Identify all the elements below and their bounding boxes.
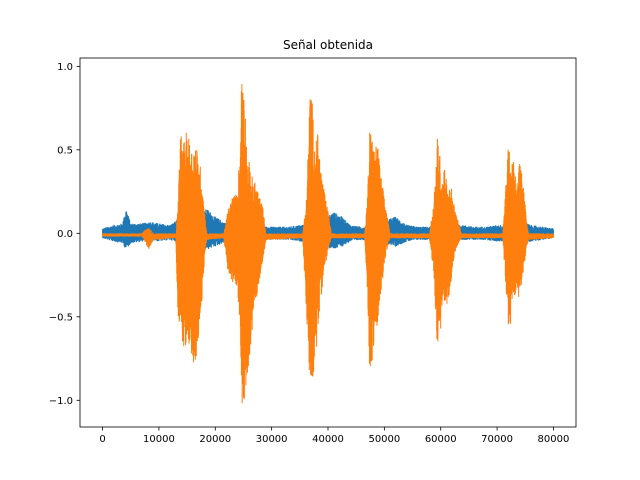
x-tick-label: 10000 xyxy=(143,434,175,445)
y-tick-label: 0.5 xyxy=(57,145,73,156)
x-tick-label: 70000 xyxy=(481,434,513,445)
series-layer xyxy=(102,84,554,404)
y-tick-label: 1.0 xyxy=(57,62,73,73)
y-tick-label: −1.0 xyxy=(49,396,73,407)
x-tick-label: 30000 xyxy=(256,434,288,445)
x-tick-label: 20000 xyxy=(199,434,231,445)
x-axis: 0 10000 20000 30000 40000 50000 60000 70000 8000… xyxy=(99,427,569,445)
y-tick-label: 0.0 xyxy=(57,229,73,240)
x-tick-label: 40000 xyxy=(312,434,344,445)
y-tick-label: −0.5 xyxy=(49,312,73,323)
series-2-line xyxy=(102,84,554,404)
x-tick-label: 80000 xyxy=(538,434,570,445)
x-tick-label: 0 xyxy=(99,434,105,445)
chart-title: Señal obtenida xyxy=(283,38,373,52)
x-tick-label: 50000 xyxy=(368,434,400,445)
y-axis: −1.0 −0.5 0.0 0.5 1.0 xyxy=(49,62,80,407)
x-tick-label: 60000 xyxy=(425,434,457,445)
